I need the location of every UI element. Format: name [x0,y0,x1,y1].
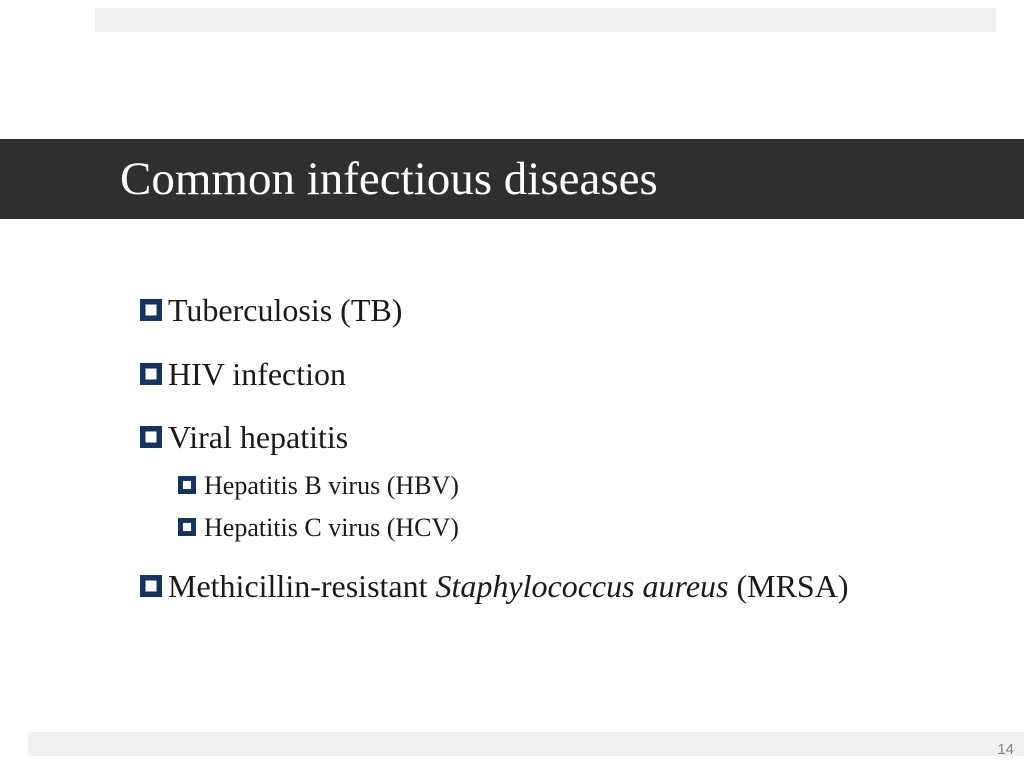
sub-bullet-item: Hepatitis B virus (HBV) [178,469,964,503]
square-bullet-icon [178,518,196,536]
square-bullet-icon [140,426,162,448]
text-post: (MRSA) [728,568,848,604]
bullet-text: Tuberculosis (TB) [168,290,402,332]
sub-bullet-text: Hepatitis C virus (HCV) [204,511,459,545]
square-bullet-icon [140,363,162,385]
bullet-text: Methicillin-resistant Staphylococcus aur… [168,566,848,608]
bullet-item: Tuberculosis (TB) [140,290,964,332]
bullet-item: Methicillin-resistant Staphylococcus aur… [140,566,964,608]
square-bullet-icon [140,299,162,321]
sub-bullet-text: Hepatitis B virus (HBV) [204,469,459,503]
text-pre: Methicillin-resistant [168,568,436,604]
page-number: 14 [997,741,1014,758]
top-accent-bar [95,8,996,32]
title-bar: Common infectious diseases [0,139,1024,219]
sub-bullet-group: Hepatitis B virus (HBV) Hepatitis C viru… [140,469,964,545]
bullet-text: Viral hepatitis [168,417,348,459]
slide-title: Common infectious diseases [120,152,658,206]
bottom-accent-bar [28,732,1024,756]
sub-bullet-item: Hepatitis C virus (HCV) [178,511,964,545]
bullet-item: HIV infection [140,354,964,396]
bullet-item: Viral hepatitis [140,417,964,459]
text-italic: Staphylococcus aureus [436,568,729,604]
square-bullet-icon [178,476,196,494]
bullet-text: HIV infection [168,354,346,396]
square-bullet-icon [140,575,162,597]
content-area: Tuberculosis (TB) HIV infection Viral he… [140,290,964,630]
